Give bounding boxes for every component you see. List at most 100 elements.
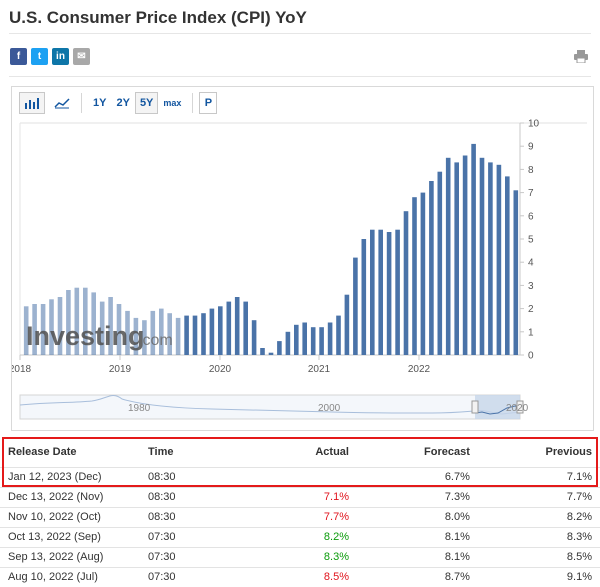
bar[interactable] <box>361 239 367 355</box>
header-release-date[interactable]: Release Date <box>8 445 77 458</box>
x-ticks-group: 2018 2019 2020 2021 2022 <box>12 355 431 375</box>
bar[interactable] <box>412 197 417 355</box>
range-1y-button[interactable]: 1Y <box>93 97 107 109</box>
bar[interactable] <box>32 304 37 355</box>
bar[interactable] <box>116 304 122 355</box>
bar[interactable] <box>260 348 265 355</box>
header-forecast[interactable]: Forecast <box>424 445 470 458</box>
bar[interactable] <box>201 313 206 355</box>
bar[interactable] <box>310 327 316 355</box>
table-row[interactable]: Jan 12, 2023 (Dec) 08:30 6.7% 7.1% <box>0 466 600 487</box>
table-row[interactable]: Sep 13, 2022 (Aug) 07:30 8.3% 8.1% 8.5% <box>0 546 600 567</box>
bar[interactable] <box>370 229 375 355</box>
cell-forecast: 8.1% <box>356 526 478 547</box>
cell-time: 07:30 <box>140 546 260 567</box>
cell-time: 07:30 <box>140 526 260 547</box>
bar[interactable] <box>513 190 519 355</box>
y-tick-label: 2 <box>528 304 534 315</box>
bar[interactable] <box>395 229 400 355</box>
range-navigator[interactable] <box>19 394 524 420</box>
bar[interactable] <box>234 297 240 355</box>
table-row[interactable]: Nov 10, 2022 (Oct) 08:30 7.7% 8.0% 8.2% <box>0 506 600 527</box>
table-row[interactable]: Dec 13, 2022 (Nov) 08:30 7.1% 7.3% 7.7% <box>0 486 600 507</box>
bar[interactable] <box>209 308 215 355</box>
bar[interactable] <box>83 287 88 355</box>
bar[interactable] <box>150 310 156 355</box>
bar[interactable] <box>99 301 105 355</box>
area-chart-icon[interactable] <box>49 92 75 114</box>
bar[interactable] <box>66 290 71 355</box>
bar[interactable] <box>294 324 299 355</box>
bar[interactable] <box>74 287 80 355</box>
bar[interactable] <box>327 322 333 356</box>
bar[interactable] <box>57 297 63 355</box>
bar[interactable] <box>91 292 96 355</box>
p-button[interactable]: P <box>199 92 218 114</box>
bar[interactable] <box>268 352 274 355</box>
y-tick-label: 9 <box>528 142 534 153</box>
header-previous[interactable]: Previous <box>545 445 592 458</box>
bar[interactable] <box>420 192 426 355</box>
bar[interactable] <box>285 331 291 355</box>
range-5y-button[interactable]: 5Y <box>134 92 159 114</box>
bar[interactable] <box>251 320 257 355</box>
bar[interactable] <box>471 143 476 355</box>
range-2y-button[interactable]: 2Y <box>116 97 130 109</box>
facebook-share-button[interactable]: f <box>10 48 27 65</box>
print-icon[interactable] <box>574 50 588 63</box>
table-row[interactable]: Oct 13, 2022 (Sep) 07:30 8.2% 8.1% 8.3% <box>0 526 600 547</box>
bar[interactable] <box>23 306 29 355</box>
bar-chart-icon[interactable] <box>19 92 45 114</box>
bar[interactable] <box>454 162 459 355</box>
bar[interactable] <box>277 341 282 355</box>
bar[interactable] <box>167 313 172 355</box>
y-tick-label: 7 <box>528 188 534 199</box>
email-share-button[interactable]: ✉ <box>73 48 90 65</box>
bar[interactable] <box>108 297 113 355</box>
bar[interactable] <box>429 181 434 355</box>
bar[interactable] <box>302 322 307 356</box>
bar[interactable] <box>40 304 46 355</box>
bar[interactable] <box>125 310 130 355</box>
header-time[interactable]: Time <box>148 445 174 458</box>
bar[interactable] <box>49 299 54 355</box>
header-actual[interactable]: Actual <box>315 445 349 458</box>
bar[interactable] <box>319 327 324 355</box>
table-row[interactable]: Aug 10, 2022 (Jul) 07:30 8.5% 8.7% 9.1% <box>0 566 600 587</box>
bar[interactable] <box>462 155 468 356</box>
cell-actual: 8.3% <box>260 546 357 567</box>
x-tick-label: 2021 <box>308 364 331 375</box>
bar[interactable] <box>479 157 485 355</box>
bar[interactable] <box>175 317 181 355</box>
table-body: Jan 12, 2023 (Dec) 08:30 6.7% 7.1% Dec 13, 2… <box>0 466 600 587</box>
bar[interactable] <box>403 211 409 355</box>
bar[interactable] <box>218 306 223 355</box>
bar[interactable] <box>386 232 392 355</box>
bar[interactable] <box>159 308 164 355</box>
bar[interactable] <box>226 301 232 355</box>
y-tick-label: 5 <box>528 235 534 246</box>
bar[interactable] <box>192 315 198 355</box>
bar[interactable] <box>142 320 147 355</box>
bar[interactable] <box>336 315 341 355</box>
bar[interactable] <box>378 229 383 355</box>
bar[interactable] <box>344 294 350 355</box>
bar[interactable] <box>243 301 248 355</box>
range-max-button[interactable]: max <box>163 98 182 108</box>
bar[interactable] <box>505 176 510 355</box>
linkedin-share-button[interactable]: in <box>52 48 69 65</box>
navigator-handle-left[interactable] <box>471 400 479 414</box>
cell-actual: 7.7% <box>260 506 357 527</box>
bar[interactable] <box>496 164 502 355</box>
y-tick-label: 10 <box>528 119 540 130</box>
navigator-handle-right[interactable] <box>516 400 524 414</box>
bar[interactable] <box>488 162 493 355</box>
bar[interactable] <box>445 157 451 355</box>
cell-actual: 8.2% <box>260 526 357 547</box>
bar[interactable] <box>437 171 443 355</box>
cell-actual: 7.1% <box>260 486 357 507</box>
bar[interactable] <box>184 315 189 355</box>
bar[interactable] <box>353 257 358 355</box>
bar[interactable] <box>133 317 139 355</box>
twitter-share-button[interactable]: t <box>31 48 48 65</box>
